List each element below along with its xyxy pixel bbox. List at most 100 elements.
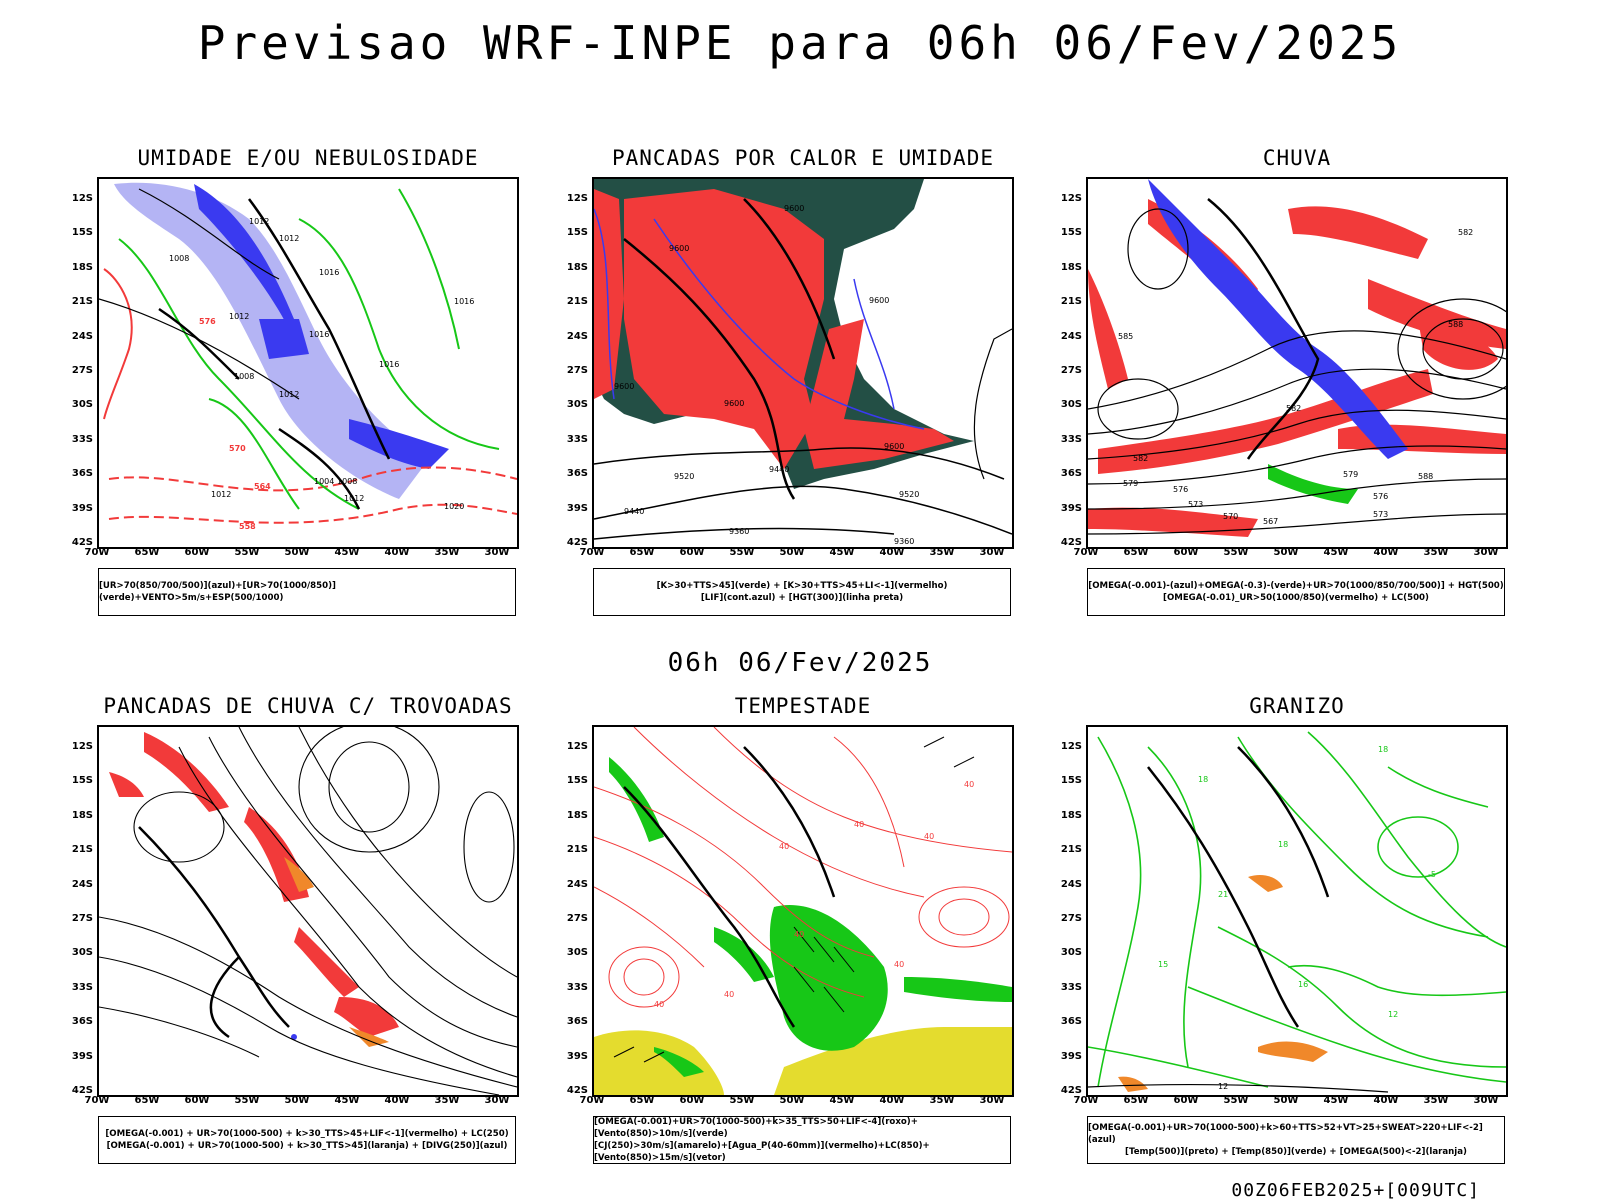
- contour-label: 9520: [674, 472, 694, 481]
- lon-tick-label: 30W: [979, 547, 1005, 558]
- lon-tick-label: 35W: [929, 1095, 955, 1106]
- lon-tick-label: 65W: [1123, 547, 1149, 558]
- contour-label: 1012: [229, 312, 249, 321]
- lat-tick-label: 42S: [71, 537, 93, 548]
- lon-tick-label: 30W: [979, 1095, 1005, 1106]
- contour-label: 12: [1388, 1010, 1398, 1019]
- contour-label: 1012: [249, 217, 269, 226]
- lon-tick-label: 55W: [1223, 547, 1249, 558]
- legend-line: [K>30+TTS>45](verde) + [K>30+TTS>45+LI<-…: [656, 581, 948, 591]
- lat-tick-label: 27S: [1060, 365, 1082, 376]
- lat-tick-label: 12S: [566, 193, 588, 204]
- lat-tick-label: 27S: [566, 365, 588, 376]
- lon-tick-label: 35W: [1423, 547, 1449, 558]
- lon-tick-label: 60W: [679, 547, 705, 558]
- lon-tick-label: 55W: [234, 547, 260, 558]
- lat-tick-label: 39S: [566, 1050, 588, 1062]
- lon-tick-label: 60W: [1173, 1095, 1199, 1106]
- lat-tick-label: 42S: [71, 1085, 93, 1096]
- lon-tick-label: 30W: [1473, 547, 1499, 558]
- contour-label: 576: [199, 317, 216, 326]
- contour-label: 1016: [309, 330, 329, 339]
- contour-label: 15: [1158, 960, 1168, 969]
- lon-tick-label: 45W: [1323, 1095, 1349, 1106]
- lon-tick-label: 40W: [384, 547, 410, 558]
- contour-label: 1004: [314, 477, 334, 486]
- legend-line: [Temp(500)](preto) + [Temp(850)](verde) …: [1125, 1147, 1467, 1157]
- contour-label: 1012: [344, 494, 364, 503]
- lat-tick-label: 36S: [1060, 1016, 1082, 1028]
- lat-tick-label: 18S: [71, 261, 93, 273]
- lon-tick-label: 35W: [434, 1095, 460, 1106]
- contour-label: 9440: [624, 507, 644, 516]
- contour-label: 570: [1223, 512, 1238, 521]
- lat-tick-label: 33S: [566, 981, 588, 993]
- lon-tick-label: 45W: [1323, 547, 1349, 558]
- contour-label: 9600: [724, 399, 744, 408]
- lat-tick-label: 33S: [1060, 433, 1082, 445]
- lon-tick-label: 70W: [579, 1095, 605, 1106]
- lon-tick-label: 70W: [1073, 1095, 1099, 1106]
- lat-tick-label: 36S: [71, 468, 93, 480]
- lon-tick-label: 40W: [1373, 1095, 1399, 1106]
- contour-label: 588: [1448, 320, 1463, 329]
- lat-tick-label: 36S: [1060, 468, 1082, 480]
- lat-tick-label: 18S: [566, 809, 588, 821]
- contour-label: 564: [254, 482, 271, 491]
- map-granizo: 18 18 18 16 12 -5 21 15 12: [1086, 725, 1508, 1097]
- lat-tick-label: 15S: [1060, 227, 1082, 239]
- legend-granizo: [OMEGA(-0.001)+UR>70(1000-500)+k>60+TTS>…: [1087, 1116, 1505, 1164]
- lon-tick-label: 50W: [1273, 1095, 1299, 1106]
- legend-line: [LIF](cont.azul) + [HGT(300)](linha pret…: [700, 593, 904, 603]
- contour-label: 40: [654, 1000, 664, 1009]
- lat-tick-label: 24S: [71, 878, 93, 890]
- lon-tick-label: 50W: [779, 547, 805, 558]
- legend-line: [UR>70(850/700/500)](azul)+[UR>70(1000/8…: [99, 581, 336, 603]
- lat-tick-label: 33S: [71, 433, 93, 445]
- contour-label: 1016: [454, 297, 474, 306]
- panel-title-pancadas-calor: PANCADAS POR CALOR E UMIDADE: [611, 146, 994, 170]
- lat-tick-label: 21S: [71, 296, 93, 308]
- lat-tick-label: 36S: [566, 1016, 588, 1028]
- contour-label: 40: [894, 960, 904, 969]
- contour-label: 1016: [319, 268, 339, 277]
- lon-tick-label: 35W: [1423, 1095, 1449, 1106]
- lon-tick-label: 70W: [1073, 547, 1099, 558]
- legend-line: [OMEGA(-0.001)-(azul)+OMEGA(-0.3)-(verde…: [1088, 581, 1504, 591]
- contour-label: 567: [1263, 517, 1278, 526]
- lon-tick-label: 65W: [1123, 1095, 1149, 1106]
- contour-label: 40: [724, 990, 734, 999]
- lat-tick-label: 12S: [71, 193, 93, 204]
- lon-tick-label: 40W: [879, 547, 905, 558]
- lon-tick-label: 45W: [334, 547, 360, 558]
- contour-label: 576: [1173, 485, 1188, 494]
- contour-label: 9600: [614, 382, 634, 391]
- lon-tick-label: 60W: [679, 1095, 705, 1106]
- contour-label: 9440: [769, 465, 789, 474]
- map-umidade: 1012 1012 1016 1008 1012 1016 1016 1016 …: [97, 177, 519, 549]
- lon-tick-label: 55W: [1223, 1095, 1249, 1106]
- lat-tick-label: 33S: [71, 981, 93, 993]
- contour-label: 21: [1218, 890, 1228, 899]
- lon-tick-label: 65W: [629, 547, 655, 558]
- contour-label: 1008: [169, 254, 189, 263]
- lat-tick-label: 18S: [1060, 261, 1082, 273]
- lat-tick-label: 24S: [1060, 330, 1082, 342]
- lat-tick-label: 12S: [566, 741, 588, 752]
- lat-tick-label: 30S: [1060, 947, 1082, 959]
- lat-tick-label: 39S: [71, 1050, 93, 1062]
- contour-label: 9520: [899, 490, 919, 499]
- legend-trovoadas: [OMEGA(-0.001) + UR>70(1000-500) + k>30_…: [98, 1116, 516, 1164]
- lon-tick-label: 70W: [579, 547, 605, 558]
- legend-tempestade: [OMEGA(-0.001)+UR>70(1000-500)+k>35_TTS>…: [593, 1116, 1011, 1164]
- lat-tick-label: 30S: [71, 399, 93, 411]
- lat-tick-label: 12S: [1060, 741, 1082, 752]
- lat-tick-label: 33S: [1060, 981, 1082, 993]
- lat-tick-label: 36S: [71, 1016, 93, 1028]
- contour-label: 1012: [211, 490, 231, 499]
- contour-label: 579: [1343, 470, 1358, 479]
- lat-tick-label: 27S: [71, 913, 93, 924]
- lon-tick-label: 70W: [84, 547, 110, 558]
- panel-title-trovoadas: PANCADAS DE CHUVA C/ TROVOADAS: [103, 694, 513, 718]
- contour-label: 40: [854, 820, 864, 829]
